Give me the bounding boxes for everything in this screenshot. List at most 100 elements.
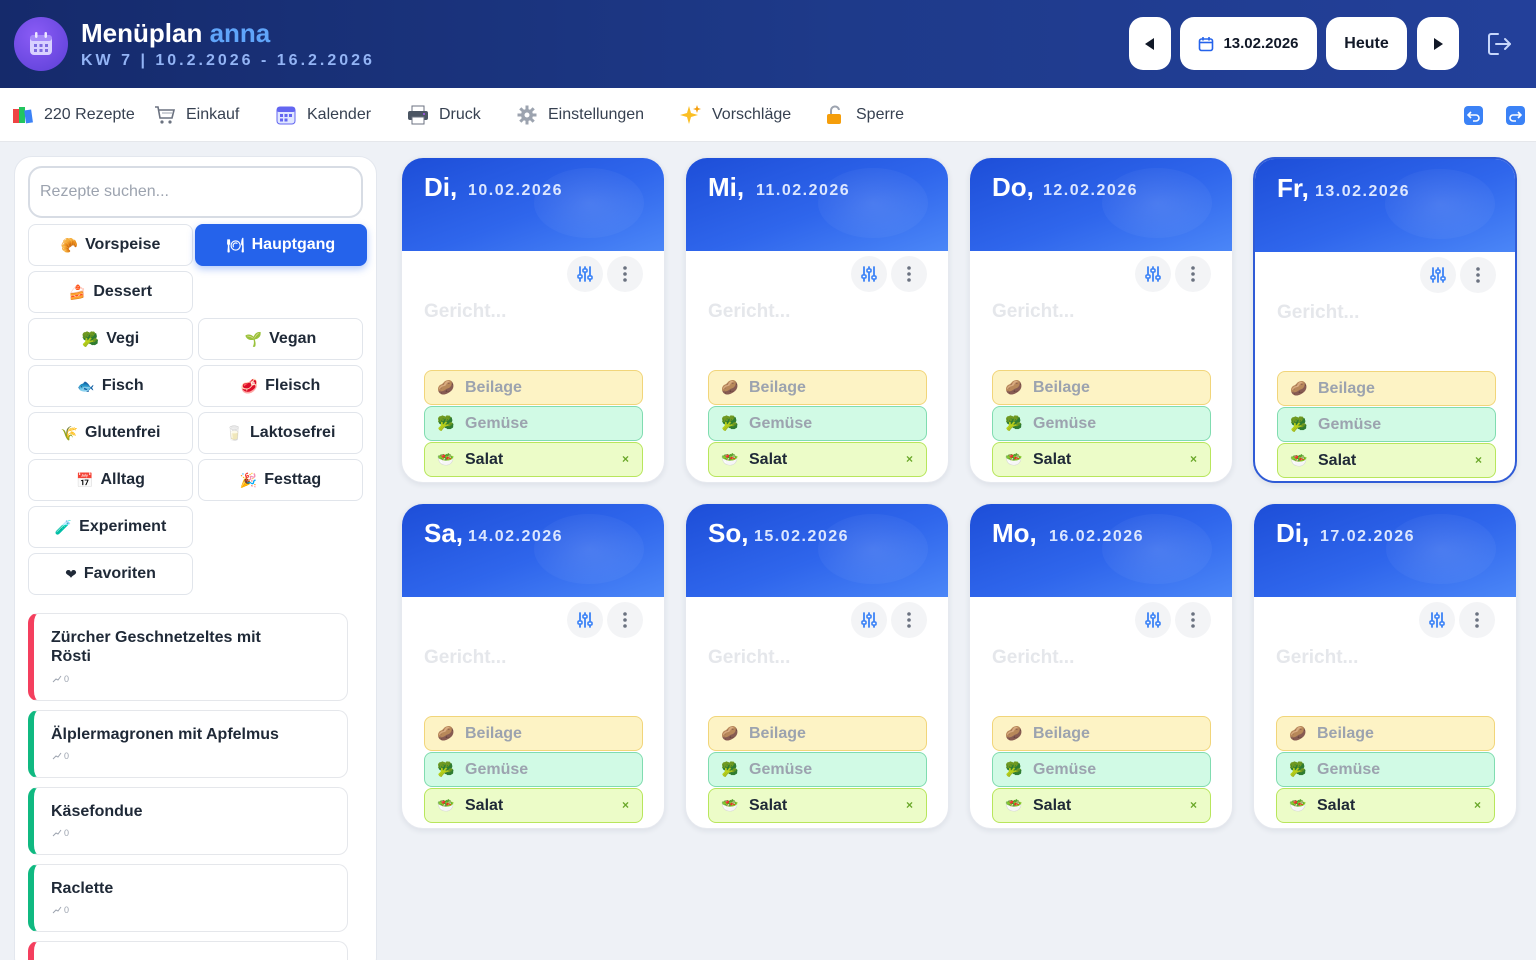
more-options-button[interactable] (1459, 602, 1495, 638)
recipe-item[interactable]: Käsefondue 0 (28, 787, 348, 855)
vegetable-slot[interactable]: 🥦 Gemüse (708, 406, 927, 441)
dish-input[interactable]: Gericht... (424, 301, 507, 322)
recipe-item[interactable]: Zürcher Geschnetzeltes mit Rösti 0 (28, 613, 348, 701)
salad-slot[interactable]: 🥗 Salat × (708, 442, 927, 477)
filter-chip-dessert[interactable]: 🍰 Dessert (28, 271, 193, 313)
dish-input[interactable]: Gericht... (424, 647, 507, 668)
filter-chip-favoriten[interactable]: ❤ Favoriten (28, 553, 193, 595)
filter-chip-alltag[interactable]: 📅 Alltag (28, 459, 193, 501)
salad-slot[interactable]: 🥗 Salat × (708, 788, 927, 823)
salad-slot[interactable]: 🥗 Salat × (1276, 788, 1495, 823)
filter-settings-button[interactable] (1135, 602, 1171, 638)
recipe-item[interactable]: Raclette 0 (28, 864, 348, 932)
filter-chip-fisch[interactable]: 🐟 Fisch (28, 365, 193, 407)
remove-salad-button[interactable]: × (621, 798, 629, 812)
side-dish-slot[interactable]: 🥔 Beilage (1276, 716, 1495, 751)
dish-input[interactable]: Gericht... (992, 647, 1075, 668)
sliders-icon (576, 611, 594, 629)
redo-button[interactable] (1506, 106, 1525, 125)
side-dish-slot[interactable]: 🥔 Beilage (424, 370, 643, 405)
filter-chip-hauptgang[interactable]: 🍽 Hauptgang (195, 224, 367, 266)
remove-salad-button[interactable]: × (621, 452, 629, 466)
remove-salad-button[interactable]: × (905, 798, 913, 812)
vegetable-slot[interactable]: 🥦 Gemüse (1277, 407, 1496, 442)
filter-settings-button[interactable] (567, 256, 603, 292)
prev-week-button[interactable] (1129, 17, 1171, 70)
salad-slot[interactable]: 🥗 Salat × (992, 442, 1211, 477)
sparkles-icon (680, 104, 702, 126)
recipe-item[interactable] (28, 941, 348, 960)
side-dish-slot[interactable]: 🥔 Beilage (992, 370, 1211, 405)
recipe-search-input[interactable] (28, 166, 363, 218)
more-options-button[interactable] (1175, 602, 1211, 638)
logout-button[interactable] (1486, 31, 1514, 57)
remove-salad-button[interactable]: × (905, 452, 913, 466)
date-picker-button[interactable]: 13.02.2026 (1180, 17, 1317, 70)
side-dish-slot[interactable]: 🥔 Beilage (1277, 371, 1496, 406)
filter-chip-fleisch[interactable]: 🥩 Fleisch (198, 365, 363, 407)
vegetable-slot[interactable]: 🥦 Gemüse (708, 752, 927, 787)
filter-settings-button[interactable] (567, 602, 603, 638)
more-options-button[interactable] (607, 602, 643, 638)
recipe-item[interactable]: Älplermagronen mit Apfelmus 0 (28, 710, 348, 778)
day-card-header: Sa, 14.02.2026 (402, 504, 664, 597)
more-options-button[interactable] (891, 602, 927, 638)
dish-input[interactable]: Gericht... (708, 647, 791, 668)
side-dish-slot[interactable]: 🥔 Beilage (992, 716, 1211, 751)
more-options-button[interactable] (1175, 256, 1211, 292)
remove-salad-button[interactable]: × (1189, 452, 1197, 466)
toolbar-print[interactable]: Druck (407, 88, 481, 142)
salad-icon: 🥗 (721, 797, 739, 813)
toolbar-calendar[interactable]: Kalender (275, 88, 371, 142)
filter-settings-button[interactable] (851, 602, 887, 638)
filter-icon: 🥩 (240, 377, 259, 394)
salad-slot[interactable]: 🥗 Salat × (1277, 443, 1496, 478)
filter-settings-button[interactable] (1419, 602, 1455, 638)
side-dish-slot[interactable]: 🥔 Beilage (708, 370, 927, 405)
filter-label: Vegan (269, 330, 317, 347)
more-options-button[interactable] (1460, 257, 1496, 293)
remove-salad-button[interactable]: × (1474, 453, 1482, 467)
toolbar-lock[interactable]: Sperre (824, 88, 904, 142)
more-options-button[interactable] (891, 256, 927, 292)
filter-chip-laktosefrei[interactable]: 🥛 Laktosefrei (198, 412, 363, 454)
remove-salad-button[interactable]: × (1473, 798, 1481, 812)
vegetable-slot[interactable]: 🥦 Gemüse (992, 752, 1211, 787)
dish-input[interactable]: Gericht... (1277, 302, 1360, 323)
filter-chip-experiment[interactable]: 🧪 Experiment (28, 506, 193, 548)
side-dish-slot[interactable]: 🥔 Beilage (708, 716, 927, 751)
side-dish-slot[interactable]: 🥔 Beilage (424, 716, 643, 751)
filter-chip-vegan[interactable]: 🌱 Vegan (198, 318, 363, 360)
calendar-icon (1199, 36, 1214, 51)
filter-chip-glutenfrei[interactable]: 🌾 Glutenfrei (28, 412, 193, 454)
toolbar-recipes[interactable]: 220 Rezepte (12, 88, 135, 142)
dish-input[interactable]: Gericht... (708, 301, 791, 322)
salad-slot[interactable]: 🥗 Salat × (424, 442, 643, 477)
filter-settings-button[interactable] (1420, 257, 1456, 293)
vegetable-slot[interactable]: 🥦 Gemüse (1276, 752, 1495, 787)
filter-chip-vorspeise[interactable]: 🥐 Vorspeise (28, 224, 193, 266)
salad-slot[interactable]: 🥗 Salat × (424, 788, 643, 823)
vegetable-slot[interactable]: 🥦 Gemüse (424, 406, 643, 441)
toolbar-settings[interactable]: Einstellungen (516, 88, 644, 142)
undo-button[interactable] (1464, 106, 1483, 125)
toolbar-shopping[interactable]: Einkauf (154, 88, 239, 142)
dish-input[interactable]: Gericht... (1276, 647, 1359, 668)
slot-label: Beilage (749, 724, 806, 742)
today-button[interactable]: Heute (1326, 17, 1407, 70)
toolbar-suggestions[interactable]: Vorschläge (680, 88, 791, 142)
next-week-button[interactable] (1417, 17, 1459, 70)
filter-label: Laktosefrei (250, 424, 336, 441)
dish-input[interactable]: Gericht... (992, 301, 1075, 322)
more-vertical-icon (622, 611, 628, 629)
more-options-button[interactable] (607, 256, 643, 292)
filter-chip-festtag[interactable]: 🎉 Festtag (198, 459, 363, 501)
filter-settings-button[interactable] (1135, 256, 1171, 292)
filter-settings-button[interactable] (851, 256, 887, 292)
filter-chip-vegi[interactable]: 🥦 Vegi (28, 318, 193, 360)
remove-salad-button[interactable]: × (1189, 798, 1197, 812)
vegetable-slot[interactable]: 🥦 Gemüse (992, 406, 1211, 441)
salad-slot[interactable]: 🥗 Salat × (992, 788, 1211, 823)
sliders-icon (1144, 611, 1162, 629)
vegetable-slot[interactable]: 🥦 Gemüse (424, 752, 643, 787)
